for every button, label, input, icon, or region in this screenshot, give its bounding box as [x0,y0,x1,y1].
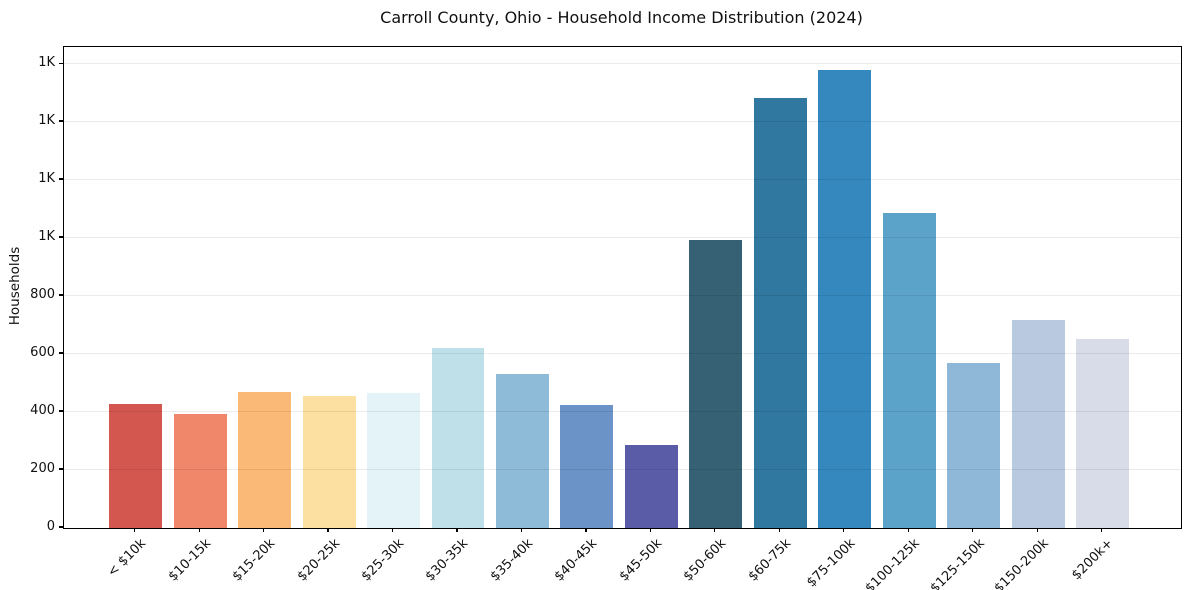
x-tick-label: $15-20k [229,536,279,585]
x-tick-label: $40-45k [552,536,601,585]
x-tick-mark [263,528,265,532]
x-tick-mark [585,528,587,532]
x-tick-mark [907,528,909,532]
y-tick-mark [59,410,63,412]
x-tick-label: $30-35k [423,536,472,585]
y-tick-mark [59,468,63,470]
bar-$200k+ [1076,338,1130,528]
x-tick-label: $45-50k [616,536,665,585]
gridline [64,295,1181,297]
chart-title: Carroll County, Ohio - Household Income … [380,8,863,27]
x-tick-label: $200k+ [1069,536,1117,584]
x-tick-mark [843,528,845,532]
x-tick-label: $75-100k [804,536,859,590]
x-tick-mark [649,528,651,532]
x-tick-label: $100-125k [862,536,923,590]
bar-$60-75k [753,98,807,528]
gridline [64,179,1181,181]
bar-$15-20k [238,391,292,528]
y-tick-label: 1K [38,229,55,245]
x-tick-mark [456,528,458,532]
y-axis-label: Households [7,246,23,326]
bar-$35-40k [496,373,549,528]
x-tick-label: $35-40k [487,536,537,585]
x-tick-label: $20-25k [294,536,343,585]
gridline [64,63,1181,65]
x-tick-label: $10-15k [165,536,214,585]
y-tick-mark [59,178,63,180]
gridline [64,237,1181,239]
y-tick-mark [59,352,63,354]
x-tick-mark [972,528,974,532]
x-tick-label: $50-60k [680,536,730,585]
y-tick-label: 0 [46,519,55,534]
bar-$75-100k [818,69,872,528]
y-tick-mark [59,120,63,122]
x-tick-mark [391,528,394,532]
x-tick-label: $60-75k [745,536,794,585]
y-tick-label: 1K [38,55,55,71]
y-tick-mark [59,526,63,528]
bar-$100-125k [882,213,936,528]
x-tick-mark [778,528,780,532]
bar-$30-35k [431,347,485,528]
y-tick-label: 800 [30,287,55,303]
x-tick-mark [520,528,523,532]
bar-$20-25k [302,395,356,528]
y-tick-label: 200 [30,461,55,476]
y-tick-mark [59,62,63,64]
y-tick-label: 1K [38,171,55,187]
y-tick-mark [59,236,63,238]
gridline [64,121,1181,123]
bar-$10-15k [173,414,227,528]
x-tick-mark [1036,528,1038,532]
bar-$125-150k [947,362,1001,528]
y-tick-mark [59,294,63,296]
x-tick-mark [1101,528,1103,532]
x-tick-label: $25-30k [358,536,408,585]
bar-$150-200k [1011,319,1065,528]
plot-area [63,46,1182,529]
x-tick-label: $150-200k [991,536,1052,590]
bar-$45-50k [624,444,678,528]
bar-$40-45k [560,404,614,528]
bar-$25-30k [367,393,420,528]
y-tick-label: 1K [38,113,55,129]
x-tick-mark [714,528,716,532]
x-tick-mark [327,528,329,532]
bar-< $10k [109,403,163,528]
x-tick-mark [198,528,200,532]
x-tick-mark [134,528,136,532]
y-tick-label: 600 [30,345,55,361]
x-tick-label: $125-150k [927,536,988,590]
x-tick-label: < $10k [105,536,150,581]
bar-$50-60k [689,239,743,528]
y-tick-label: 400 [30,403,55,419]
